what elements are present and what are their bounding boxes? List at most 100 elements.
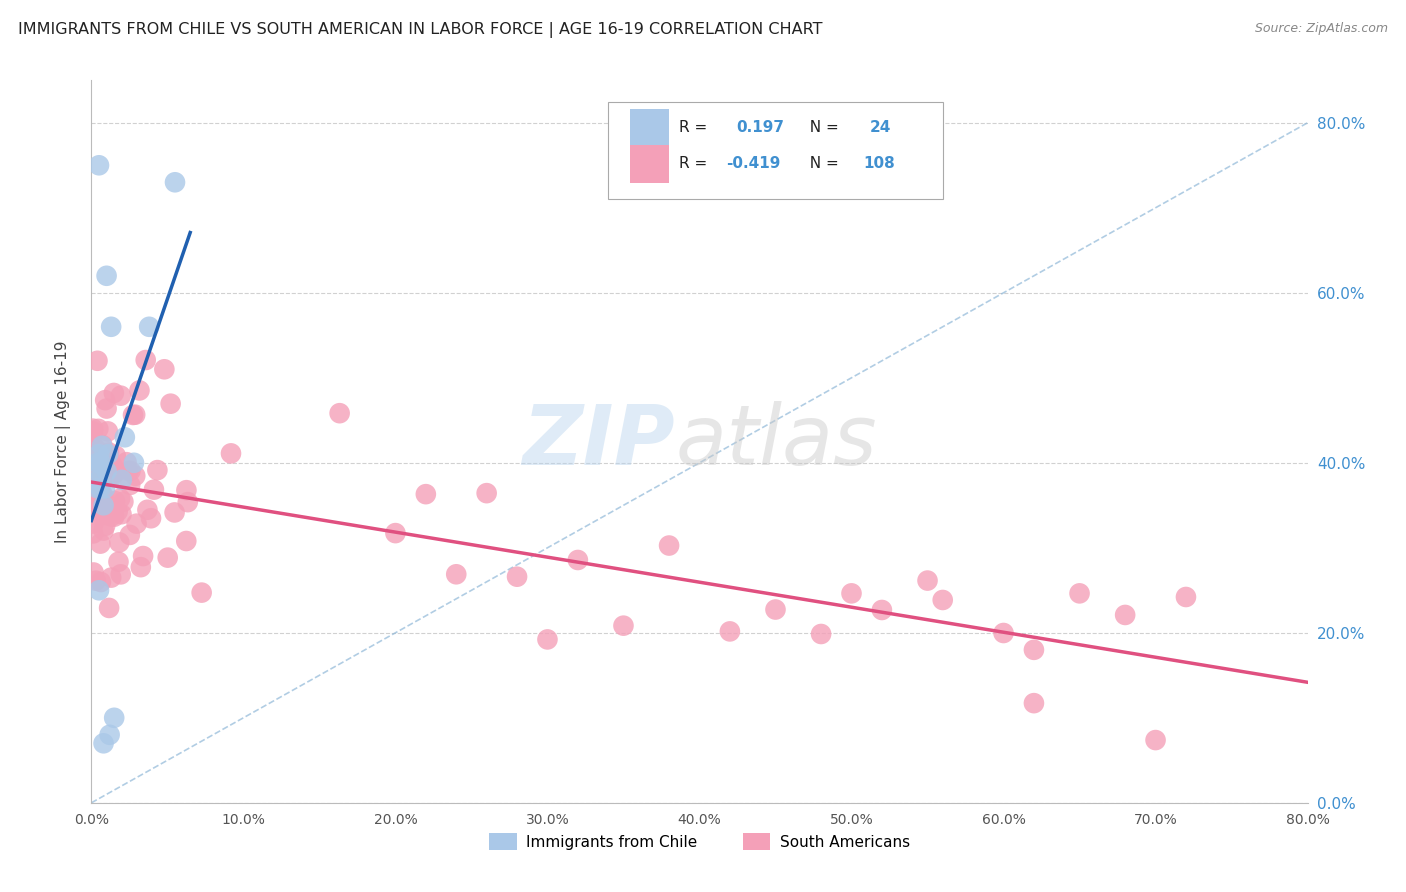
FancyBboxPatch shape — [609, 102, 942, 200]
Point — [138, 319, 160, 334]
Text: 0.197: 0.197 — [735, 120, 785, 135]
Point — [506, 570, 529, 584]
Point — [810, 627, 832, 641]
Point — [100, 509, 122, 524]
Point — [146, 463, 169, 477]
Point — [91, 490, 114, 504]
Point — [384, 526, 406, 541]
Point — [174, 534, 197, 549]
Point — [1174, 590, 1197, 604]
Point — [115, 455, 138, 469]
Point — [83, 516, 105, 531]
Point — [91, 438, 114, 452]
Point — [163, 175, 186, 189]
Point — [84, 442, 107, 456]
Point — [86, 481, 108, 495]
Point — [96, 268, 118, 283]
Legend: Immigrants from Chile, South Americans: Immigrants from Chile, South Americans — [484, 827, 915, 856]
Point — [114, 430, 136, 444]
FancyBboxPatch shape — [630, 109, 669, 147]
Text: R =: R = — [679, 120, 717, 135]
Point — [98, 468, 121, 483]
Point — [120, 478, 142, 492]
Point — [94, 519, 117, 533]
Point — [156, 550, 179, 565]
Point — [97, 507, 120, 521]
Point — [82, 422, 104, 436]
Point — [94, 481, 117, 495]
Point — [94, 508, 117, 522]
Text: IMMIGRANTS FROM CHILE VS SOUTH AMERICAN IN LABOR FORCE | AGE 16-19 CORRELATION C: IMMIGRANTS FROM CHILE VS SOUTH AMERICAN … — [18, 22, 823, 38]
Point — [142, 483, 165, 497]
Y-axis label: In Labor Force | Age 16-19: In Labor Force | Age 16-19 — [55, 340, 70, 543]
Point — [112, 494, 135, 508]
Point — [98, 601, 121, 615]
Text: 108: 108 — [863, 156, 896, 171]
Point — [87, 422, 110, 436]
Point — [1114, 607, 1136, 622]
Point — [103, 509, 125, 524]
Point — [101, 470, 124, 484]
Point — [93, 524, 115, 538]
Point — [329, 406, 352, 420]
Point — [129, 560, 152, 574]
Point — [101, 458, 124, 472]
Text: 24: 24 — [870, 120, 891, 135]
Point — [1022, 696, 1045, 710]
Point — [82, 504, 104, 518]
Point — [89, 481, 111, 495]
Point — [128, 384, 150, 398]
Point — [110, 507, 132, 521]
Point — [86, 488, 108, 502]
Point — [89, 456, 111, 470]
Point — [120, 464, 142, 478]
Text: N =: N = — [800, 156, 844, 171]
Point — [91, 488, 114, 502]
Point — [82, 460, 104, 475]
Point — [96, 464, 118, 478]
Point — [87, 464, 110, 478]
Point — [931, 593, 953, 607]
Text: -0.419: -0.419 — [727, 156, 780, 171]
Point — [118, 528, 141, 542]
Point — [567, 553, 589, 567]
Point — [122, 408, 145, 422]
Point — [83, 472, 105, 486]
Point — [82, 425, 104, 439]
Point — [111, 473, 134, 487]
FancyBboxPatch shape — [630, 145, 669, 183]
Point — [124, 408, 146, 422]
Point — [90, 455, 112, 469]
Point — [104, 449, 127, 463]
Point — [93, 498, 115, 512]
Point — [94, 393, 117, 408]
Point — [870, 603, 893, 617]
Point — [97, 447, 120, 461]
Point — [765, 602, 787, 616]
Text: R =: R = — [679, 156, 711, 171]
Point — [100, 571, 122, 585]
Point — [89, 536, 111, 550]
Point — [108, 491, 131, 506]
Point — [94, 468, 117, 483]
Point — [91, 439, 114, 453]
Point — [90, 574, 112, 589]
Point — [153, 362, 176, 376]
Point — [124, 468, 146, 483]
Point — [97, 425, 120, 439]
Point — [89, 498, 111, 512]
Point — [103, 386, 125, 401]
Point — [117, 464, 139, 478]
Point — [86, 502, 108, 516]
Point — [219, 446, 242, 460]
Point — [190, 585, 212, 599]
Point — [86, 353, 108, 368]
Point — [1069, 586, 1091, 600]
Text: N =: N = — [800, 120, 849, 135]
Point — [993, 626, 1015, 640]
Point — [122, 456, 145, 470]
Point — [136, 503, 159, 517]
Point — [1144, 733, 1167, 747]
Point — [177, 495, 200, 509]
Point — [536, 632, 558, 647]
